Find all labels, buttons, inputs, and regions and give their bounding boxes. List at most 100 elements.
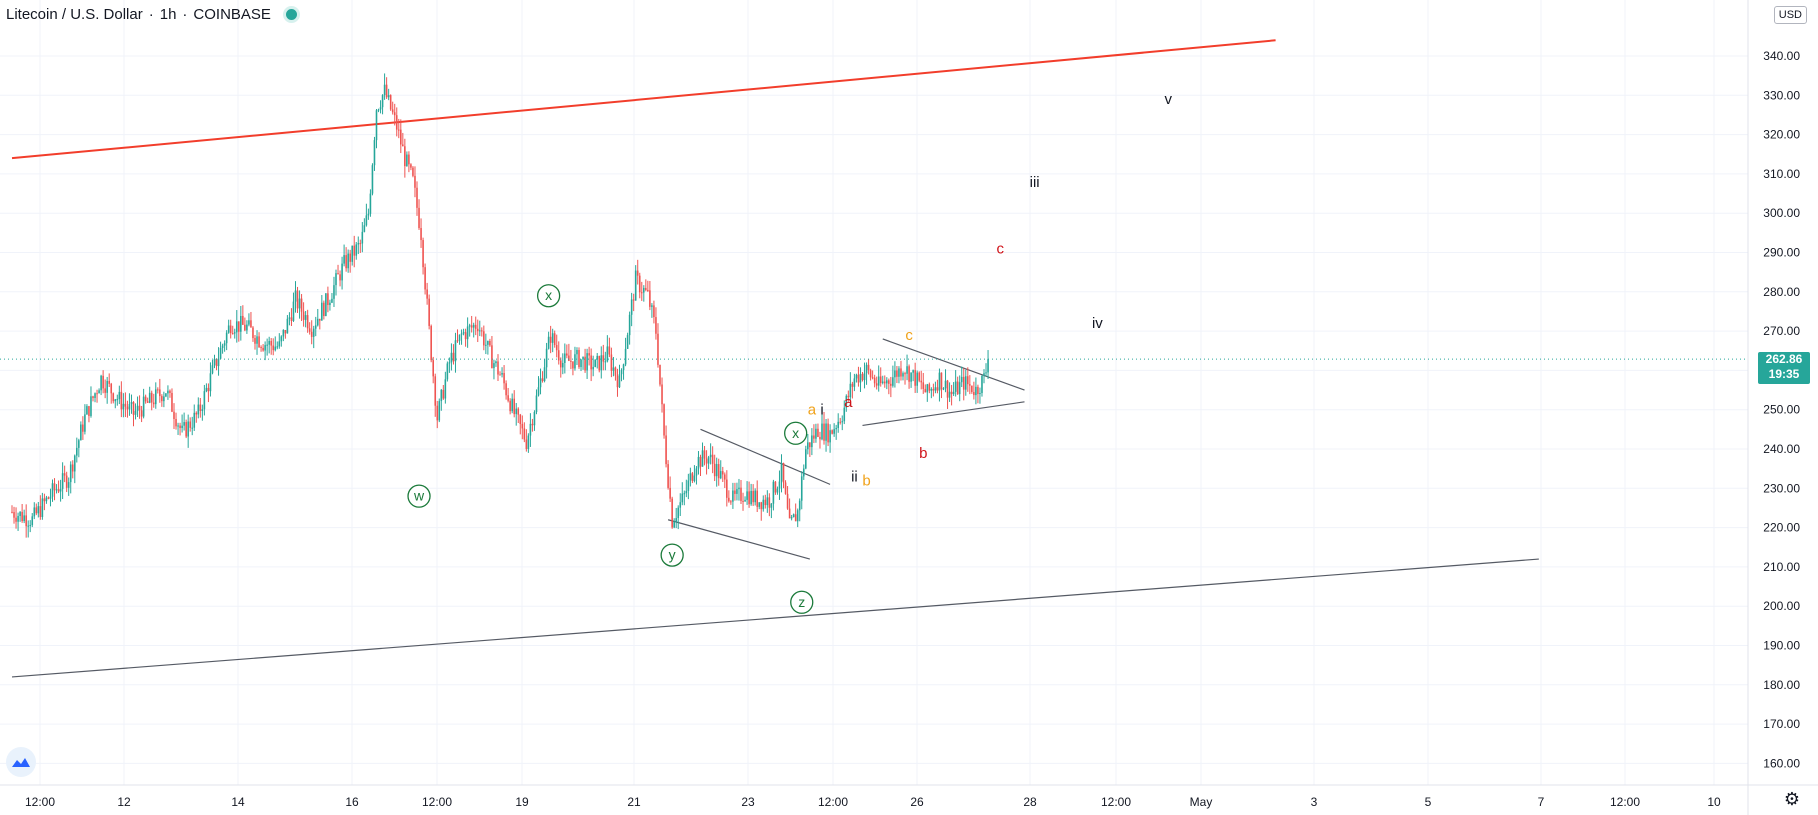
candle-body — [298, 298, 301, 309]
candle-body — [128, 404, 131, 410]
candle-body — [539, 378, 542, 388]
candle-body — [100, 375, 102, 391]
candle-body — [750, 490, 752, 505]
candle-body — [661, 384, 663, 405]
candle-body — [78, 440, 80, 448]
candle-body — [962, 376, 965, 390]
candle-body — [92, 396, 94, 399]
candle-body — [640, 292, 643, 294]
candle-body — [397, 129, 400, 131]
candle-body — [776, 488, 779, 493]
candle-body — [460, 333, 463, 335]
candle-body — [144, 396, 147, 402]
wave-label: b — [862, 472, 870, 489]
candle-body — [379, 107, 382, 110]
candle-body — [67, 482, 70, 488]
candle-body — [114, 399, 117, 402]
candle-body — [778, 481, 781, 489]
candle-body — [772, 481, 775, 504]
candle-body — [839, 421, 842, 423]
candle-body — [608, 346, 611, 355]
candle-body — [618, 374, 621, 388]
candle-body — [274, 346, 277, 351]
candle-body — [851, 383, 854, 387]
candle-body — [653, 305, 655, 318]
candle-body — [833, 429, 835, 434]
candle-body — [973, 391, 975, 396]
candle-body — [325, 293, 327, 317]
candle-body — [549, 336, 552, 343]
candle-body — [203, 391, 206, 410]
candle-body — [223, 343, 226, 346]
candle-body — [926, 384, 929, 393]
candle-body — [329, 302, 331, 306]
time-tick-label: 28 — [1023, 795, 1037, 809]
candle-body — [908, 366, 910, 382]
candle-body — [590, 355, 592, 370]
candle-body — [509, 400, 511, 412]
candle-body — [402, 144, 404, 147]
candle-body — [90, 396, 92, 416]
candle-body — [886, 380, 888, 384]
price-tick-label: 200.00 — [1763, 599, 1800, 613]
candle-body — [106, 380, 108, 393]
candle-body — [586, 353, 588, 371]
candle-body — [570, 360, 572, 362]
currency-button[interactable]: USD — [1773, 6, 1807, 24]
candle-body — [487, 340, 489, 345]
candle-body — [235, 321, 238, 333]
candle-body — [568, 355, 570, 361]
wave-label: iii — [1030, 174, 1040, 191]
candle-body — [952, 391, 955, 395]
candle-body — [956, 381, 959, 395]
interval-label[interactable]: 1h — [159, 6, 177, 23]
candle-body — [636, 270, 639, 276]
candle-body — [592, 366, 594, 370]
candle-body — [359, 243, 362, 245]
candle-body — [594, 359, 596, 367]
candle-body — [292, 301, 295, 321]
candle-body — [602, 355, 605, 362]
candle-body — [940, 372, 943, 390]
trendline-triangle-top — [882, 338, 1025, 391]
candle-body — [553, 333, 556, 346]
candle-body — [333, 285, 335, 299]
time-tick-label: 23 — [741, 795, 755, 809]
candle-body — [491, 345, 493, 369]
symbol-title[interactable]: Litecoin / U.S. Dollar — [6, 6, 143, 23]
candle-body — [572, 361, 574, 369]
candle-body — [481, 330, 483, 332]
candle-body — [120, 391, 123, 410]
candle-body — [977, 386, 979, 395]
candle-body — [620, 370, 623, 375]
wave-circle — [660, 543, 684, 567]
candle-body — [286, 318, 289, 334]
candle-body — [904, 373, 906, 375]
candle-body — [88, 406, 90, 416]
candle-body — [284, 329, 287, 334]
price-axis: 340.00 330.00 320.00 310.00 300.00 290.00 280.… — [1763, 49, 1800, 770]
candle-body — [444, 379, 447, 399]
candle-body — [428, 298, 430, 326]
wave-label: x — [792, 425, 799, 441]
candle-body — [505, 383, 507, 396]
candle-body — [740, 487, 742, 501]
time-tick-label: 5 — [1425, 795, 1432, 809]
price-tick-label: 250.00 — [1763, 403, 1800, 417]
candle-body — [946, 380, 949, 398]
candle-body — [950, 391, 953, 395]
candle-body — [574, 354, 576, 369]
candle-body — [535, 395, 538, 412]
candle-body — [707, 457, 710, 464]
tradingview-logo-icon[interactable] — [6, 747, 36, 777]
time-tick-label: 26 — [910, 795, 924, 809]
candle-body — [902, 373, 904, 377]
candle-body — [440, 389, 443, 402]
gear-icon[interactable]: ⚙ — [1783, 789, 1800, 809]
candle-body — [545, 348, 548, 368]
candle-body — [316, 318, 319, 326]
candle-body — [551, 333, 554, 343]
candle-body — [252, 327, 254, 339]
candle-body — [242, 315, 244, 325]
